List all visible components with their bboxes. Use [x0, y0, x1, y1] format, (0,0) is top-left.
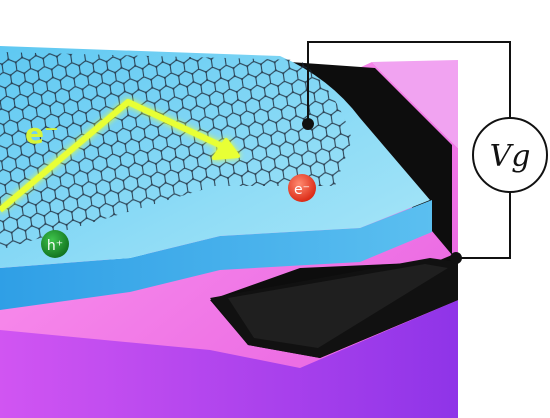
- electron-particle: e⁻: [288, 174, 316, 202]
- trajectory-arrow-icon: [0, 99, 240, 213]
- gate-contact-dot: [450, 252, 462, 264]
- substrate-front-face: [0, 300, 458, 418]
- gate-electrode-highlight: [228, 264, 448, 348]
- gate-electrode: [210, 62, 458, 358]
- gate-voltage-label: Vg: [490, 139, 531, 174]
- circuit-wire: [307, 41, 511, 259]
- voltage-source-icon: [472, 117, 548, 193]
- dielectric-front-face: [0, 200, 432, 310]
- graphene-contact-dot: [302, 118, 314, 130]
- substrate-side-face: [372, 60, 458, 148]
- gate-voltage-circuit: Vg: [302, 41, 548, 264]
- electron-path-label: e⁻: [25, 117, 59, 150]
- hole-label: h⁺: [47, 238, 63, 254]
- electron-label: e⁻: [294, 182, 310, 198]
- hole-particle: h⁺: [41, 230, 69, 258]
